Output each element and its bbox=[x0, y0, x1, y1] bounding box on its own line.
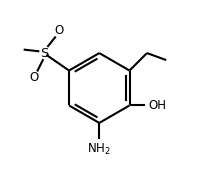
Text: OH: OH bbox=[149, 99, 167, 112]
Text: S: S bbox=[40, 47, 49, 60]
Text: O: O bbox=[29, 71, 39, 84]
Text: O: O bbox=[54, 24, 63, 37]
Text: NH$_2$: NH$_2$ bbox=[87, 142, 111, 157]
